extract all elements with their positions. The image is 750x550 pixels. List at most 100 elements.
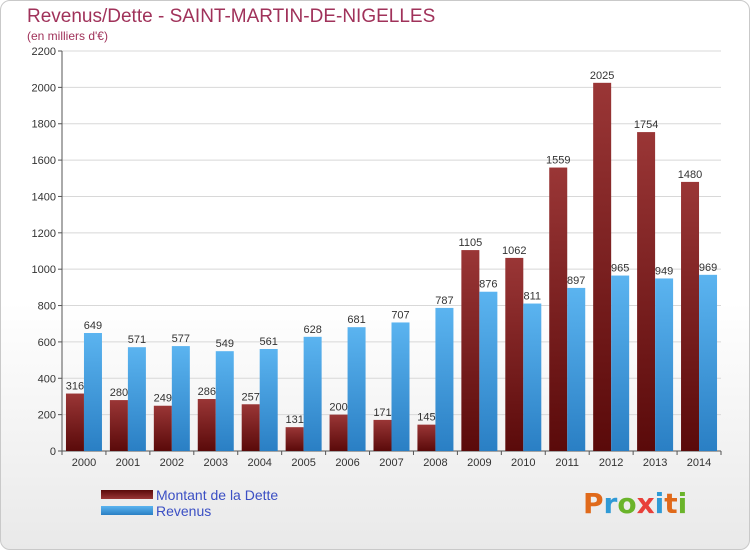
bar-dette	[285, 427, 304, 451]
logo-letter: i	[654, 487, 665, 520]
data-label-dette: 280	[110, 387, 128, 399]
x-tick-label: 2004	[247, 457, 271, 469]
bar-revenus	[347, 327, 366, 451]
bar-revenus	[215, 351, 234, 451]
data-label-dette: 145	[417, 412, 435, 424]
x-tick-label: 2012	[599, 457, 623, 469]
bar-revenus	[567, 287, 586, 451]
x-tick-label: 2011	[555, 457, 579, 469]
data-label-dette: 286	[198, 386, 216, 398]
legend-label-dette: Montant de la Dette	[156, 487, 279, 503]
y-tick-label: 1800	[32, 119, 56, 131]
bar-dette	[197, 399, 216, 451]
data-label-revenus: 549	[216, 338, 234, 350]
data-label-dette: 1480	[678, 169, 702, 181]
bar-dette	[241, 404, 260, 451]
x-tick-label: 2014	[687, 457, 711, 469]
data-label-dette: 1754	[634, 119, 658, 131]
x-tick-label: 2007	[379, 457, 403, 469]
data-label-dette: 316	[66, 381, 84, 393]
data-label-dette: 2025	[590, 70, 614, 82]
bar-revenus	[699, 274, 718, 451]
y-tick-label: 0	[50, 446, 56, 458]
data-label-revenus: 949	[655, 265, 673, 277]
data-label-dette: 1062	[502, 245, 526, 257]
y-tick-label: 2200	[32, 46, 56, 58]
y-tick-label: 400	[38, 373, 56, 385]
chart-subtitle: (en milliers d'€)	[27, 29, 108, 43]
bar-revenus	[435, 307, 454, 451]
bar-dette	[109, 400, 128, 451]
y-tick-label: 2000	[32, 82, 56, 94]
bar-revenus	[479, 291, 498, 451]
data-label-revenus: 628	[303, 324, 321, 336]
data-label-revenus: 965	[611, 263, 629, 275]
bar-revenus	[259, 349, 278, 451]
x-tick-label: 2006	[335, 457, 359, 469]
bar-dette	[549, 167, 568, 451]
data-label-dette: 200	[329, 402, 347, 414]
data-label-revenus: 577	[172, 333, 190, 345]
bar-dette	[329, 414, 348, 451]
x-tick-label: 2002	[160, 457, 184, 469]
bars	[65, 82, 718, 452]
data-label-revenus: 707	[391, 309, 409, 321]
logo-letter: r	[603, 487, 618, 520]
y-tick-label: 1600	[32, 155, 56, 167]
logo-letter: t	[664, 487, 678, 520]
chart-title: Revenus/Dette - SAINT-MARTIN-DE-NIGELLES	[27, 6, 436, 27]
bar-revenus	[127, 347, 146, 451]
bar-dette	[681, 181, 700, 451]
data-label-revenus: 876	[479, 279, 497, 291]
legend-swatch-dette	[101, 490, 153, 499]
proxiti-logo: Proxiti	[583, 487, 687, 520]
data-label-dette: 257	[242, 391, 260, 403]
x-tick-label: 2009	[467, 457, 491, 469]
data-label-revenus: 561	[260, 336, 278, 348]
bar-revenus	[655, 278, 674, 451]
bar-dette	[153, 405, 172, 451]
data-label-dette: 171	[373, 407, 391, 419]
y-tick-label: 1000	[32, 264, 56, 276]
x-tick-label: 2000	[72, 457, 96, 469]
x-tick-label: 2010	[511, 457, 535, 469]
data-label-revenus: 681	[347, 314, 365, 326]
bar-dette	[417, 424, 436, 451]
bar-dette	[461, 250, 480, 451]
bar-dette	[593, 82, 612, 452]
bar-revenus	[83, 333, 102, 451]
y-tick-label: 1200	[32, 228, 56, 240]
bar-revenus	[523, 303, 542, 451]
bar-revenus	[611, 275, 630, 451]
x-tick-label: 2001	[116, 457, 140, 469]
x-tick-label: 2003	[204, 457, 228, 469]
y-tick-label: 200	[38, 410, 56, 422]
logo-letter: o	[617, 487, 637, 520]
y-tick-label: 600	[38, 337, 56, 349]
logo-letter: x	[636, 487, 655, 520]
x-tick-label: 2013	[643, 457, 667, 469]
logo-letter: i	[677, 487, 688, 520]
x-tick-label: 2005	[291, 457, 315, 469]
x-tick-label: 2008	[423, 457, 447, 469]
data-label-revenus: 787	[435, 295, 453, 307]
data-label-revenus: 811	[524, 291, 542, 303]
bar-dette	[373, 419, 392, 451]
bar-dette	[65, 393, 84, 451]
data-label-dette: 131	[285, 414, 303, 426]
data-label-revenus: 571	[128, 334, 146, 346]
bar-revenus	[303, 336, 322, 451]
data-label-revenus: 897	[567, 275, 585, 287]
legend-label-revenus: Revenus	[156, 503, 212, 519]
y-tick-label: 1400	[32, 191, 56, 203]
data-label-dette: 1559	[546, 155, 570, 167]
bar-dette	[505, 257, 524, 451]
bar-dette	[637, 132, 656, 451]
data-label-revenus: 649	[84, 320, 102, 332]
logo-letter: P	[583, 487, 604, 520]
y-tick-label: 800	[38, 301, 56, 313]
legend-swatch-revenus	[101, 506, 153, 515]
data-label-dette: 249	[154, 393, 172, 405]
